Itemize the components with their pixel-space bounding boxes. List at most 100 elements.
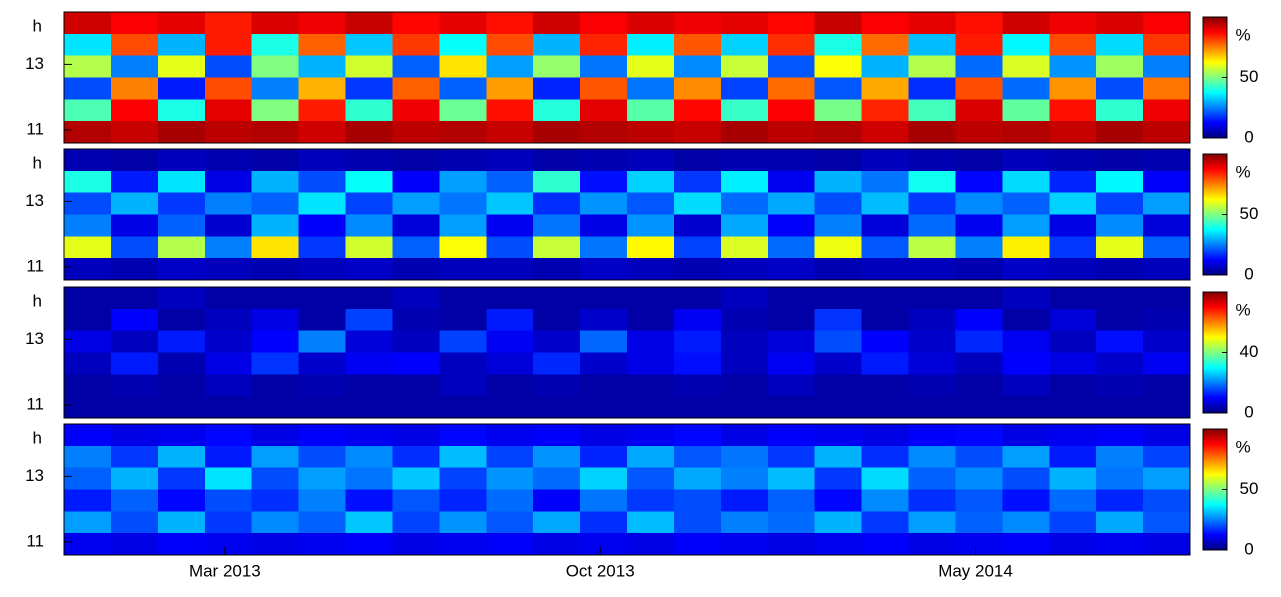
heat-cell: [627, 287, 675, 310]
heat-cell: [908, 99, 956, 122]
heat-cell: [157, 396, 206, 419]
heat-cell: [955, 287, 1003, 310]
heat-cell: [720, 214, 769, 237]
heat-cell: [673, 55, 722, 78]
heat-cell: [1143, 489, 1191, 512]
heat-cell: [861, 149, 909, 172]
heat-cell: [1143, 55, 1191, 78]
heat-cell: [1002, 489, 1050, 512]
heat-cell: [861, 467, 909, 490]
heat-cell: [1096, 533, 1144, 556]
heat-cell: [533, 170, 581, 194]
heat-cell: [533, 396, 581, 419]
heat-cell: [64, 192, 112, 215]
heat-cell: [251, 258, 300, 281]
heat-cell: [110, 511, 159, 534]
heat-cell: [251, 287, 300, 310]
heat-cell: [486, 12, 534, 35]
heat-cell: [298, 308, 346, 332]
colorbar-unit-label: %: [1235, 437, 1250, 456]
heat-cell: [533, 467, 581, 490]
heat-cell: [720, 170, 769, 194]
heat-cell: [1096, 214, 1144, 237]
heat-cell: [64, 55, 112, 78]
heat-cell: [1002, 33, 1050, 57]
heat-cell: [861, 533, 909, 556]
heat-cell: [345, 214, 393, 237]
heat-cell: [251, 445, 300, 469]
heat-cell: [814, 308, 863, 332]
heat-cell: [814, 77, 863, 100]
heat-cell: [1002, 424, 1050, 447]
heat-cell: [1143, 374, 1191, 397]
heat-cell: [345, 330, 393, 353]
colorbar-tick-label: 40: [1240, 342, 1259, 361]
heat-cell: [110, 467, 159, 490]
heat-cell: [1049, 489, 1097, 512]
heat-cell: [580, 236, 628, 259]
heat-cell: [767, 396, 816, 419]
heat-cell: [955, 424, 1003, 447]
heat-cell: [345, 396, 393, 419]
heat-cell: [580, 374, 628, 397]
heat-cell: [157, 192, 206, 215]
heat-cell: [1096, 352, 1144, 375]
heat-cell: [486, 330, 534, 353]
heat-cell: [627, 374, 675, 397]
heat-cell: [580, 511, 628, 534]
heat-cell: [955, 511, 1003, 534]
heat-cell: [251, 511, 300, 534]
heat-cell: [1002, 287, 1050, 310]
axes-frame: [63, 286, 1191, 419]
heat-cell: [580, 308, 628, 332]
heat-cell: [486, 99, 534, 122]
heat-cell: [392, 258, 440, 281]
heat-cell: [720, 489, 769, 512]
heat-cell: [157, 424, 206, 447]
heat-cell: [1049, 170, 1097, 194]
heat-cell: [533, 374, 581, 397]
heat-cell: [955, 33, 1003, 57]
heat-cell: [251, 236, 300, 259]
heat-cell: [627, 489, 675, 512]
heat-cell: [64, 396, 112, 419]
heat-cell: [908, 533, 956, 556]
heat-cell: [861, 77, 909, 100]
heat-cell: [533, 192, 581, 215]
heat-cell: [204, 533, 253, 556]
heat-cell: [1049, 121, 1097, 144]
heat-cell: [439, 374, 487, 397]
heat-cell: [110, 170, 159, 194]
heat-cell: [439, 352, 487, 375]
heat-cell: [298, 170, 346, 194]
heat-cell: [110, 55, 159, 78]
heat-cell: [580, 352, 628, 375]
heat-cell: [580, 192, 628, 215]
heat-cell: [533, 352, 581, 375]
heat-cell: [767, 33, 816, 57]
heat-cell: [908, 396, 956, 419]
heat-cell: [345, 258, 393, 281]
heat-cell: [1049, 396, 1097, 419]
heat-cell: [955, 170, 1003, 194]
heat-cell: [64, 99, 112, 122]
heat-cell: [157, 352, 206, 375]
heat-cell: [627, 192, 675, 215]
heat-cell: [533, 214, 581, 237]
colorbar-tick-label: 0: [1244, 539, 1253, 558]
heat-cell: [157, 287, 206, 310]
heat-cell: [157, 308, 206, 332]
heat-cell: [955, 489, 1003, 512]
heat-cell: [1096, 192, 1144, 215]
heat-cell: [814, 33, 863, 57]
heat-cell: [345, 12, 393, 35]
heat-cell: [673, 467, 722, 490]
heat-cell: [627, 149, 675, 172]
heat-cell: [345, 33, 393, 57]
heat-cell: [767, 99, 816, 122]
heat-cell: [720, 308, 769, 332]
heat-cell: [486, 308, 534, 332]
heat-cell: [157, 445, 206, 469]
heat-cell: [486, 33, 534, 57]
